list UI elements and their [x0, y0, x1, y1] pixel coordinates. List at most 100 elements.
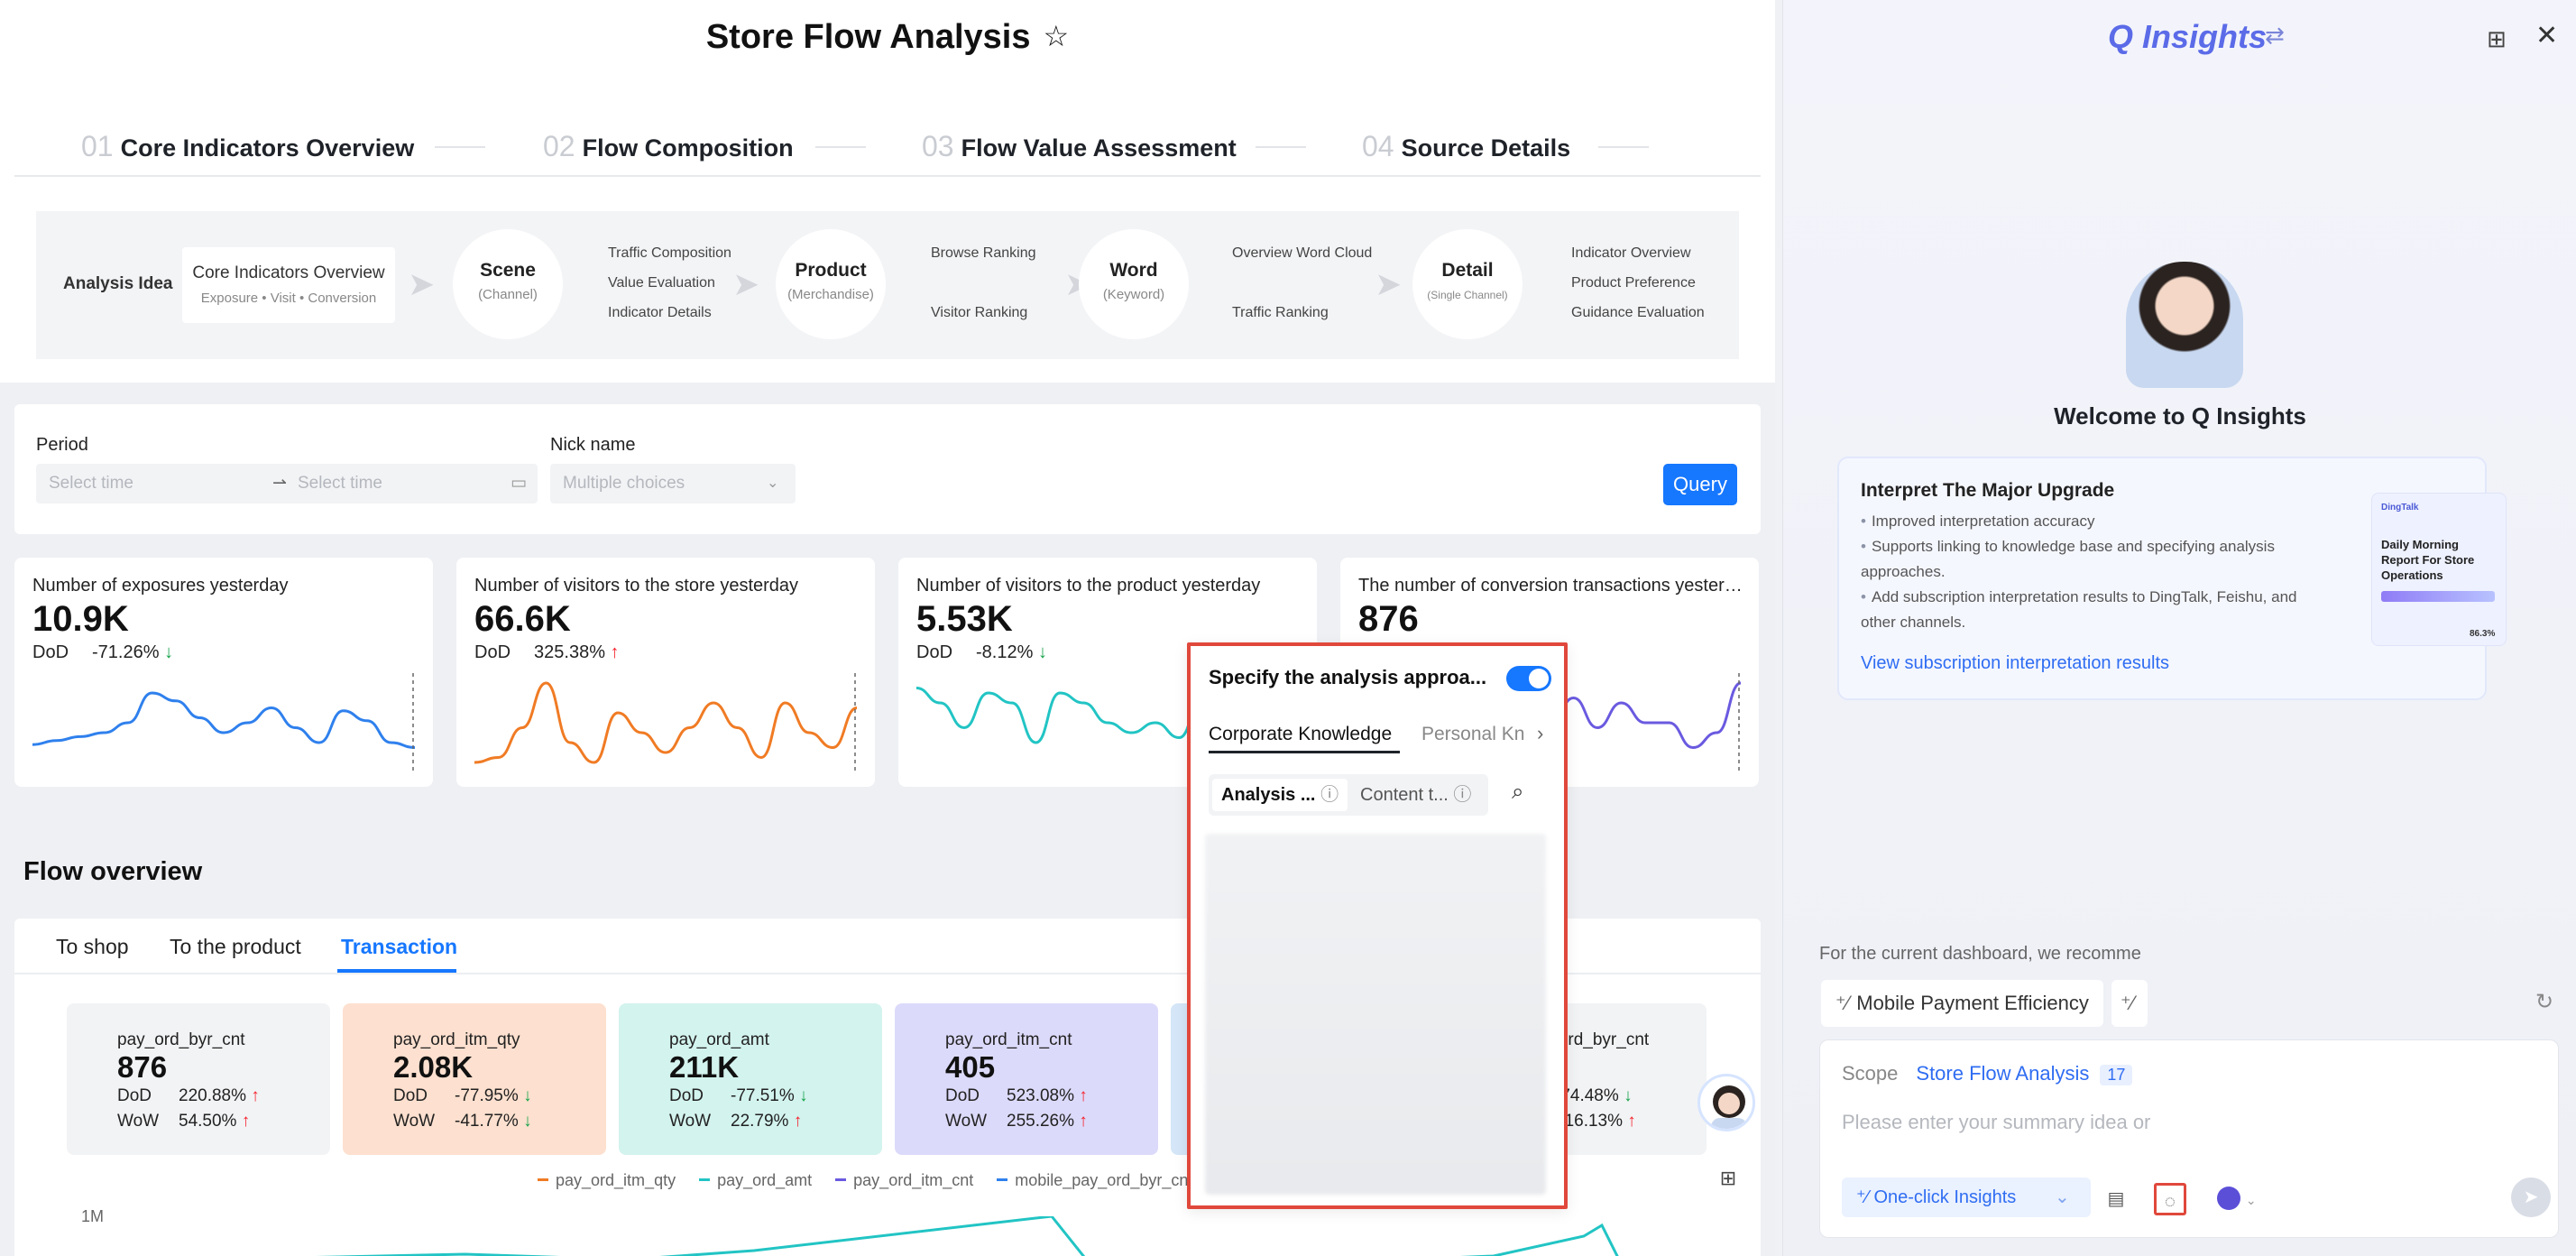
step-divider — [1256, 146, 1306, 148]
kpi-name: pay_ord_amt — [669, 1030, 769, 1049]
period-label: Period — [36, 435, 88, 455]
node-scene: Scene (Channel) — [453, 229, 563, 339]
close-icon[interactable]: ✕ — [2535, 21, 2559, 51]
analysis-idea-panel: Analysis Idea Core Indicators Overview E… — [36, 211, 1739, 359]
tab-corporate-knowledge[interactable]: Corporate Knowledge — [1209, 724, 1393, 744]
tab-to-shop[interactable]: To shop — [56, 935, 129, 958]
arrow-right-icon: ➤ — [732, 265, 760, 302]
kpi-dod: DoD -77.95% ↓ — [393, 1086, 532, 1105]
one-click-insights-button[interactable]: ⁺⁄ One-click Insights ⌄ — [1842, 1178, 2091, 1217]
flow-overview-title: Flow overview — [23, 857, 203, 886]
model-select[interactable]: ⌄ — [2208, 1183, 2266, 1215]
branch-label: Indicator Details — [608, 305, 712, 320]
suggestion-chip[interactable]: ⁺⁄ Mobile Payment Efficiency — [1821, 980, 2103, 1027]
branch-label: Traffic Ranking — [1232, 305, 1329, 320]
subtab-content[interactable]: Content t... ⓘ — [1360, 785, 1472, 805]
kpi-card[interactable]: pay_ord_amt 211K DoD -77.51% ↓ WoW 22.79% ↑ — [619, 1003, 882, 1155]
tab-transaction[interactable]: Transaction — [341, 935, 458, 958]
node-product: Product (Merchandise) — [776, 229, 886, 339]
scope-row: Scope Store Flow Analysis 17 — [1842, 1062, 2133, 1085]
upgrade-item: Improved interpretation accuracy — [1861, 509, 2330, 534]
page-title: Store Flow Analysis ☆ — [0, 18, 1775, 57]
step-flow-value[interactable]: 03 Flow Value Assessment — [922, 130, 1237, 162]
kpi-card[interactable]: pay_ord_byr_cnt 876 DoD 220.88% ↑ WoW 54.50% … — [67, 1003, 330, 1155]
subtab-analysis[interactable]: Analysis ... ⓘ — [1212, 779, 1348, 811]
query-button[interactable]: Query — [1663, 464, 1737, 505]
filter-bar: Period Select time ⇀ Select time ▭ Nick … — [14, 404, 1761, 534]
step-core-indicators[interactable]: 01 Core Indicators Overview — [81, 130, 415, 162]
tab-to-the-product[interactable]: To the product — [170, 935, 301, 958]
upgrade-card: Interpret The Major Upgrade Improved int… — [1837, 457, 2507, 700]
arrow-up-icon: ↑ — [1627, 1112, 1636, 1131]
dashboard-header-card: Store Flow Analysis ☆ 01 Core Indicators O… — [0, 0, 1775, 383]
switch-icon[interactable]: ⇄ — [2265, 22, 2285, 49]
analysis-approach-popup: Specify the analysis approa... Corporate… — [1187, 642, 1568, 1209]
step-source-details[interactable]: 04 Source Details — [1362, 130, 1571, 162]
period-range-picker[interactable]: Select time ⇀ Select time ▭ — [36, 464, 538, 503]
kpi-value: 405 — [945, 1050, 996, 1084]
book-icon[interactable]: ▤ — [2107, 1189, 2125, 1209]
active-tab-indicator — [337, 969, 456, 973]
kpi-card[interactable]: pay_ord_itm_cnt 405 DoD 523.08% ↑ WoW 255.26%… — [895, 1003, 1158, 1155]
popup-subtabs: Analysis ... ⓘ Content t... ⓘ — [1209, 774, 1488, 816]
step-nav: 01 Core Indicators Overview 02 Flow Compos… — [14, 126, 1761, 177]
legend-item[interactable]: pay_ord_itm_cnt — [835, 1171, 973, 1190]
page-title-text: Store Flow Analysis — [705, 18, 1031, 56]
legend-item[interactable]: pay_ord_amt — [699, 1171, 812, 1190]
sparkle-icon: ⁺⁄ — [2121, 992, 2135, 1014]
chart-legend: pay_ord_itm_qty pay_ord_amt pay_ord_itm_cn… — [538, 1171, 1216, 1190]
arrow-down-icon: ↓ — [1037, 642, 1047, 662]
legend-swatch — [538, 1178, 548, 1181]
nick-name-select[interactable]: Multiple choices ⌄ — [550, 464, 796, 503]
range-arrow-icon: ⇀ — [272, 474, 287, 493]
arrow-up-icon: ↑ — [610, 642, 620, 662]
flow-trend-chart — [315, 1216, 1619, 1256]
model-icon — [2217, 1187, 2241, 1210]
metric-value: 876 — [1358, 599, 1419, 639]
chevron-down-icon[interactable]: ⌄ — [2055, 1187, 2070, 1207]
analysis-approach-icon[interactable]: ◌ — [2154, 1183, 2186, 1215]
refresh-icon[interactable]: ↻ — [2535, 990, 2554, 1014]
analysis-idea-label: Analysis Idea — [63, 274, 173, 293]
metric-value: 10.9K — [32, 599, 129, 639]
kpi-dod: DoD 523.08% ↑ — [945, 1086, 1088, 1105]
view-subscription-link[interactable]: View subscription interpretation results — [1861, 653, 2170, 673]
arrow-down-icon: ↓ — [523, 1086, 532, 1105]
node-word: Word (Keyword) — [1079, 229, 1189, 339]
upgrade-item: Supports linking to knowledge base and s… — [1861, 534, 2330, 585]
tab-personal-knowledge[interactable]: Personal Kn — [1421, 724, 1525, 744]
branch-label: Browse Ranking — [931, 245, 1036, 261]
grid-icon[interactable]: ⊞ — [2487, 25, 2507, 52]
chevron-right-icon[interactable]: › — [1537, 722, 1544, 744]
legend-item[interactable]: mobile_pay_ord_byr_cnt — [997, 1171, 1192, 1190]
suggestion-chip-partial[interactable]: ⁺⁄ — [2111, 980, 2148, 1027]
search-icon[interactable]: ⌕ — [1512, 780, 1524, 804]
assistant-avatar-image — [2126, 262, 2243, 388]
send-button[interactable]: ➤ — [2511, 1178, 2551, 1217]
metric-dod: DoD -8.12% ↓ — [916, 642, 1047, 662]
branch-label: Overview Word Cloud — [1232, 245, 1373, 261]
metric-value: 5.53K — [916, 599, 1013, 639]
scope-value[interactable]: Store Flow Analysis — [1916, 1062, 2090, 1085]
star-icon[interactable]: ☆ — [1043, 20, 1070, 52]
sparkle-icon: ⁺⁄ — [1856, 1187, 1874, 1207]
upgrade-title: Interpret The Major Upgrade — [1861, 480, 2115, 501]
apps-grid-icon[interactable]: ⊞ — [1705, 1155, 1752, 1202]
welcome-text: Welcome to Q Insights — [2054, 402, 2306, 429]
kpi-value: 876 — [117, 1050, 168, 1084]
metric-dod: DoD 325.38% ↑ — [474, 642, 620, 662]
chat-input[interactable]: Please enter your summary idea or — [1842, 1111, 2151, 1133]
analysis-approach-toggle[interactable] — [1506, 666, 1551, 691]
metric-title: Number of visitors to the store yesterda… — [474, 576, 799, 596]
assistant-avatar-button[interactable] — [1697, 1074, 1755, 1131]
metric-card: Number of exposures yesterday 10.9K DoD -71… — [14, 558, 433, 787]
arrow-down-icon: ↓ — [164, 642, 174, 662]
end-time-input[interactable]: Select time — [298, 474, 382, 493]
chevron-down-icon: ⌄ — [767, 476, 779, 491]
step-divider — [435, 146, 485, 148]
kpi-card[interactable]: pay_ord_itm_qty 2.08K DoD -77.95% ↓ WoW -41.7… — [343, 1003, 606, 1155]
step-flow-composition[interactable]: 02 Flow Composition — [543, 130, 794, 162]
legend-item[interactable]: pay_ord_itm_qty — [538, 1171, 676, 1190]
start-time-input[interactable]: Select time — [49, 474, 133, 493]
popup-title: Specify the analysis approa... — [1209, 666, 1487, 688]
